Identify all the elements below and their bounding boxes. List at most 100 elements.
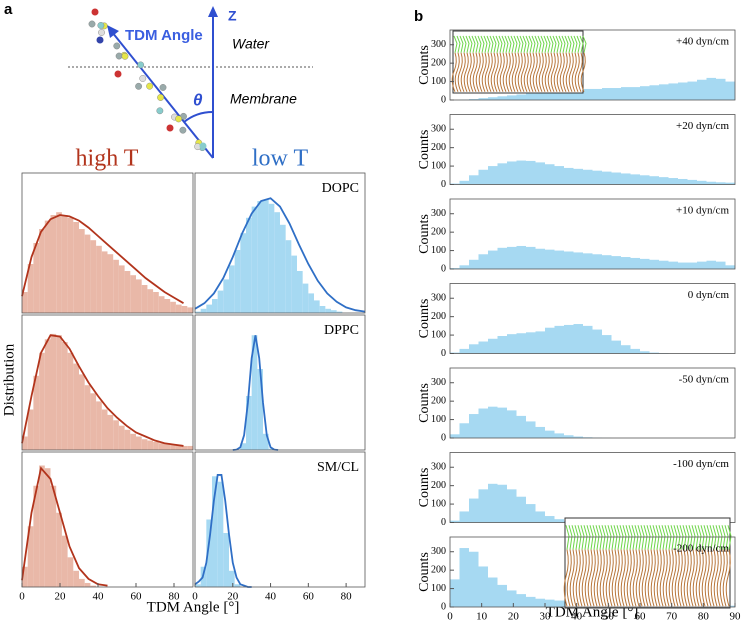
- histogram-bar: [659, 177, 669, 185]
- histogram-bar: [302, 283, 309, 313]
- histogram-bar: [716, 182, 726, 185]
- lipid-tail: [568, 52, 574, 92]
- atom: [96, 36, 104, 44]
- histogram-bar: [61, 215, 68, 313]
- lipid-head: [510, 35, 515, 53]
- lipid-head: [610, 525, 615, 550]
- histogram-bar: [141, 439, 148, 450]
- histogram-bar: [79, 578, 85, 587]
- lipid-tail: [638, 549, 644, 607]
- histogram-bar: [331, 310, 337, 313]
- lipid-tail: [571, 52, 577, 92]
- histogram-bar: [497, 247, 507, 269]
- histogram-bar: [61, 535, 68, 587]
- histogram-bar: [251, 206, 258, 313]
- histogram-bar: [268, 448, 275, 450]
- plot-frame: [449, 29, 736, 101]
- histogram-bar: [200, 308, 207, 313]
- histogram-bar: [153, 292, 159, 313]
- lipid-tail: [472, 52, 478, 92]
- z-arrowhead: [208, 6, 218, 17]
- histogram-bar: [96, 401, 102, 450]
- histogram-bar: [545, 164, 555, 185]
- lipid-tail: [484, 52, 490, 92]
- x-tick-label: 70: [666, 611, 678, 623]
- histogram-bar: [79, 229, 85, 313]
- histogram-bar: [488, 406, 498, 438]
- lipid-tail: [572, 549, 578, 607]
- lipid-head: [571, 525, 576, 550]
- histogram-bar: [147, 289, 154, 313]
- histogram-bar: [583, 325, 593, 354]
- histogram-bar: [507, 590, 517, 607]
- y-tick-label: 0: [441, 517, 446, 528]
- y-tick-label: 0: [441, 432, 446, 443]
- lipid-tail: [559, 52, 565, 92]
- histogram-bar: [630, 174, 640, 185]
- x-tick-label: 80: [169, 591, 181, 603]
- lipid-tail: [475, 52, 481, 92]
- histogram-bar: [27, 409, 34, 450]
- lipid-tail: [710, 549, 716, 607]
- lipid-head: [525, 35, 530, 53]
- histogram-bar: [113, 420, 119, 450]
- histogram-bar: [526, 160, 536, 185]
- histogram-bar: [564, 89, 574, 100]
- lipid-tail: [635, 549, 641, 607]
- lipid-tail: [692, 549, 698, 607]
- plot-frame: [21, 172, 194, 314]
- lipid-head: [477, 35, 482, 53]
- annotation: 0 dyn/cm: [688, 289, 730, 301]
- plot-frame: [194, 314, 366, 451]
- lipid-head: [640, 525, 645, 550]
- lipid-tail: [532, 52, 538, 92]
- inset-image: [451, 30, 587, 94]
- lipid-head: [700, 525, 705, 550]
- histogram-bar: [257, 369, 263, 450]
- lipid-head: [576, 35, 581, 53]
- histogram-bar: [251, 335, 258, 450]
- lipid-head: [540, 35, 545, 53]
- y-tick-label: 0: [441, 94, 446, 105]
- y-tick-label: 0: [441, 348, 446, 359]
- histogram-bar: [545, 599, 555, 607]
- lipid-tail: [520, 52, 526, 92]
- lipid-head: [667, 525, 672, 550]
- lipid-head: [564, 35, 569, 53]
- histogram-bar: [516, 415, 526, 438]
- y-tick-label: 100: [431, 329, 446, 340]
- lipid-tail: [656, 549, 662, 607]
- histogram-bar: [234, 584, 241, 587]
- histogram-bar: [564, 167, 574, 185]
- histogram-bar: [22, 436, 28, 450]
- atom: [115, 52, 123, 60]
- histogram-bar: [687, 81, 697, 100]
- histogram-bar: [602, 171, 612, 185]
- histogram-bar: [246, 217, 252, 313]
- annotation: DOPC: [322, 181, 359, 196]
- lipid-tail: [665, 549, 671, 607]
- histogram-bar: [56, 335, 62, 450]
- histogram-bar: [583, 88, 593, 100]
- lipid-tail: [593, 549, 599, 607]
- lipid-tail: [698, 549, 704, 607]
- plot-area: [195, 315, 365, 450]
- fit-curve: [232, 335, 279, 451]
- lipid-tail: [623, 549, 629, 607]
- histogram-bar: [257, 201, 263, 313]
- histogram-bar: [583, 253, 593, 269]
- histogram-bar: [488, 338, 498, 354]
- histogram-bar: [39, 229, 45, 313]
- histogram-bar: [535, 92, 545, 100]
- histogram-bar: [136, 279, 142, 313]
- histogram-bar: [469, 175, 479, 185]
- atom: [199, 142, 207, 150]
- lipid-head: [664, 525, 669, 550]
- lipid-head: [643, 525, 648, 550]
- histogram-bar: [113, 259, 119, 313]
- x-tick-label: 20: [227, 591, 239, 603]
- histogram-bar: [535, 331, 545, 354]
- histogram-bar: [602, 335, 612, 354]
- lipid-tail: [683, 549, 689, 607]
- y-axis-label: Counts: [417, 130, 432, 170]
